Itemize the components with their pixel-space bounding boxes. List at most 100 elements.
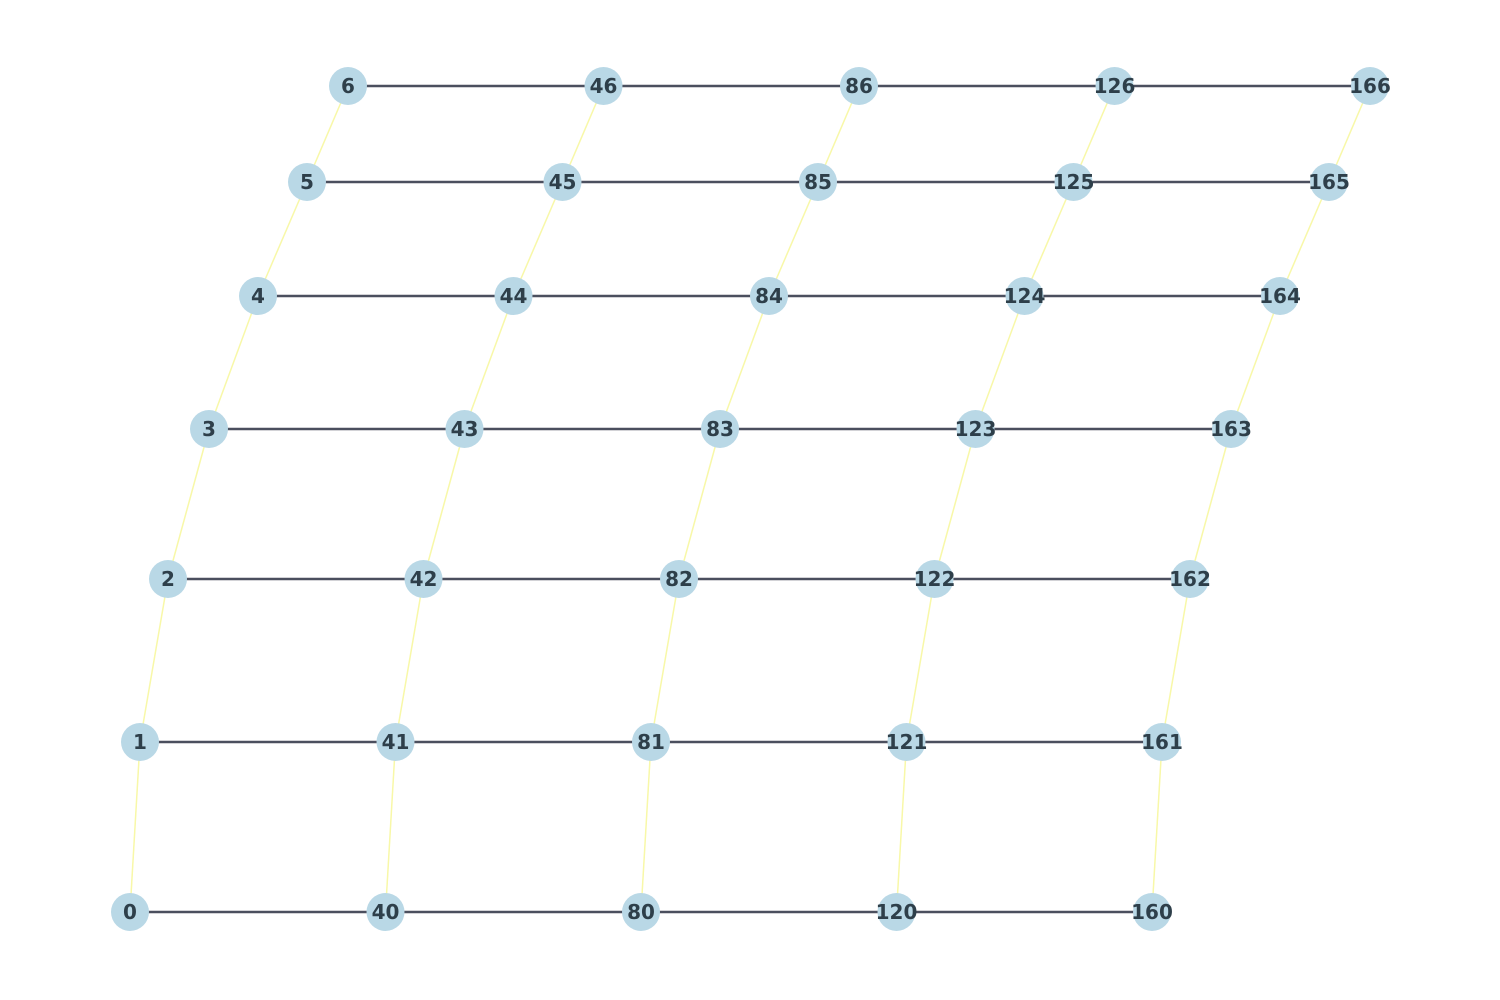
node-circle xyxy=(121,723,159,761)
node-0: 0 xyxy=(111,893,149,931)
node-120: 120 xyxy=(876,893,918,931)
node-label: 6 xyxy=(341,74,355,98)
node-circle xyxy=(1171,560,1209,598)
node-125: 125 xyxy=(1053,163,1094,201)
edge-3-4 xyxy=(208,295,259,430)
node-166: 166 xyxy=(1349,67,1391,105)
edge-81-82 xyxy=(650,578,680,743)
node-label: 3 xyxy=(202,417,216,441)
node-161: 161 xyxy=(1141,723,1183,761)
node-label: 44 xyxy=(500,284,528,308)
edge-0-1 xyxy=(129,741,141,913)
node-circle xyxy=(445,410,484,448)
node-84: 84 xyxy=(750,277,788,315)
edge-161-162 xyxy=(1161,578,1191,743)
nodes: 0123456404142434445468081828384858612012… xyxy=(111,67,1391,931)
edge-44-45 xyxy=(512,181,564,297)
node-label: 163 xyxy=(1210,417,1252,441)
node-85: 85 xyxy=(799,163,837,201)
node-circle xyxy=(404,560,443,598)
node-label: 82 xyxy=(665,567,693,591)
node-label: 85 xyxy=(804,170,832,194)
node-46: 46 xyxy=(584,67,623,105)
node-label: 45 xyxy=(549,170,577,194)
node-label: 43 xyxy=(451,417,479,441)
node-circle xyxy=(366,893,405,931)
node-label: 81 xyxy=(637,730,665,754)
edge-82-83 xyxy=(678,428,721,580)
node-label: 164 xyxy=(1259,284,1301,308)
node-circle xyxy=(887,723,926,761)
edge-1-2 xyxy=(139,578,169,743)
node-circle xyxy=(376,723,415,761)
edge-41-42 xyxy=(394,578,425,743)
node-circle xyxy=(1310,163,1348,201)
edge-124-125 xyxy=(1023,181,1075,297)
node-circle xyxy=(494,277,533,315)
node-label: 124 xyxy=(1004,284,1046,308)
node-162: 162 xyxy=(1169,560,1211,598)
node-label: 120 xyxy=(876,900,918,924)
node-1: 1 xyxy=(121,723,159,761)
edge-122-123 xyxy=(933,428,977,580)
node-label: 161 xyxy=(1141,730,1183,754)
edge-164-165 xyxy=(1279,181,1330,297)
node-circle xyxy=(750,277,788,315)
node-circle xyxy=(1143,723,1181,761)
edge-43-44 xyxy=(463,295,515,430)
edge-84-85 xyxy=(768,181,819,297)
node-121: 121 xyxy=(886,723,928,761)
edge-42-43 xyxy=(422,428,466,580)
node-label: 1 xyxy=(133,730,147,754)
node-126: 126 xyxy=(1094,67,1135,105)
node-circle xyxy=(660,560,698,598)
node-86: 86 xyxy=(840,67,878,105)
edge-83-84 xyxy=(719,295,770,430)
node-label: 123 xyxy=(955,417,997,441)
node-circle xyxy=(840,67,878,105)
node-circle xyxy=(956,410,995,448)
edge-4-5 xyxy=(257,181,308,297)
node-circle xyxy=(877,893,916,931)
node-81: 81 xyxy=(632,723,670,761)
edge-40-41 xyxy=(384,741,397,913)
node-160: 160 xyxy=(1131,893,1173,931)
node-label: 83 xyxy=(706,417,734,441)
edge-162-163 xyxy=(1189,428,1232,580)
node-42: 42 xyxy=(404,560,443,598)
node-circle xyxy=(799,163,837,201)
node-163: 163 xyxy=(1210,410,1252,448)
node-circle xyxy=(288,163,326,201)
node-label: 122 xyxy=(914,567,956,591)
edge-80-81 xyxy=(640,741,652,913)
node-4: 4 xyxy=(239,277,277,315)
node-82: 82 xyxy=(660,560,698,598)
node-label: 86 xyxy=(845,74,873,98)
node-label: 160 xyxy=(1131,900,1173,924)
node-circle xyxy=(1095,67,1134,105)
node-circle xyxy=(239,277,277,315)
edge-163-164 xyxy=(1230,295,1281,430)
node-124: 124 xyxy=(1004,277,1046,315)
node-label: 5 xyxy=(300,170,314,194)
node-label: 46 xyxy=(590,74,618,98)
node-label: 40 xyxy=(372,900,400,924)
edge-2-3 xyxy=(167,428,210,580)
node-6: 6 xyxy=(329,67,367,105)
edge-123-124 xyxy=(974,295,1026,430)
node-circle xyxy=(149,560,187,598)
node-circle xyxy=(584,67,623,105)
edge-160-161 xyxy=(1151,741,1163,913)
node-label: 42 xyxy=(410,567,438,591)
node-165: 165 xyxy=(1308,163,1350,201)
node-2: 2 xyxy=(149,560,187,598)
node-circle xyxy=(622,893,660,931)
node-circle xyxy=(701,410,739,448)
node-label: 121 xyxy=(886,730,928,754)
node-circle xyxy=(632,723,670,761)
node-label: 0 xyxy=(123,900,137,924)
node-40: 40 xyxy=(366,893,405,931)
node-43: 43 xyxy=(445,410,484,448)
node-circle xyxy=(1005,277,1044,315)
node-5: 5 xyxy=(288,163,326,201)
